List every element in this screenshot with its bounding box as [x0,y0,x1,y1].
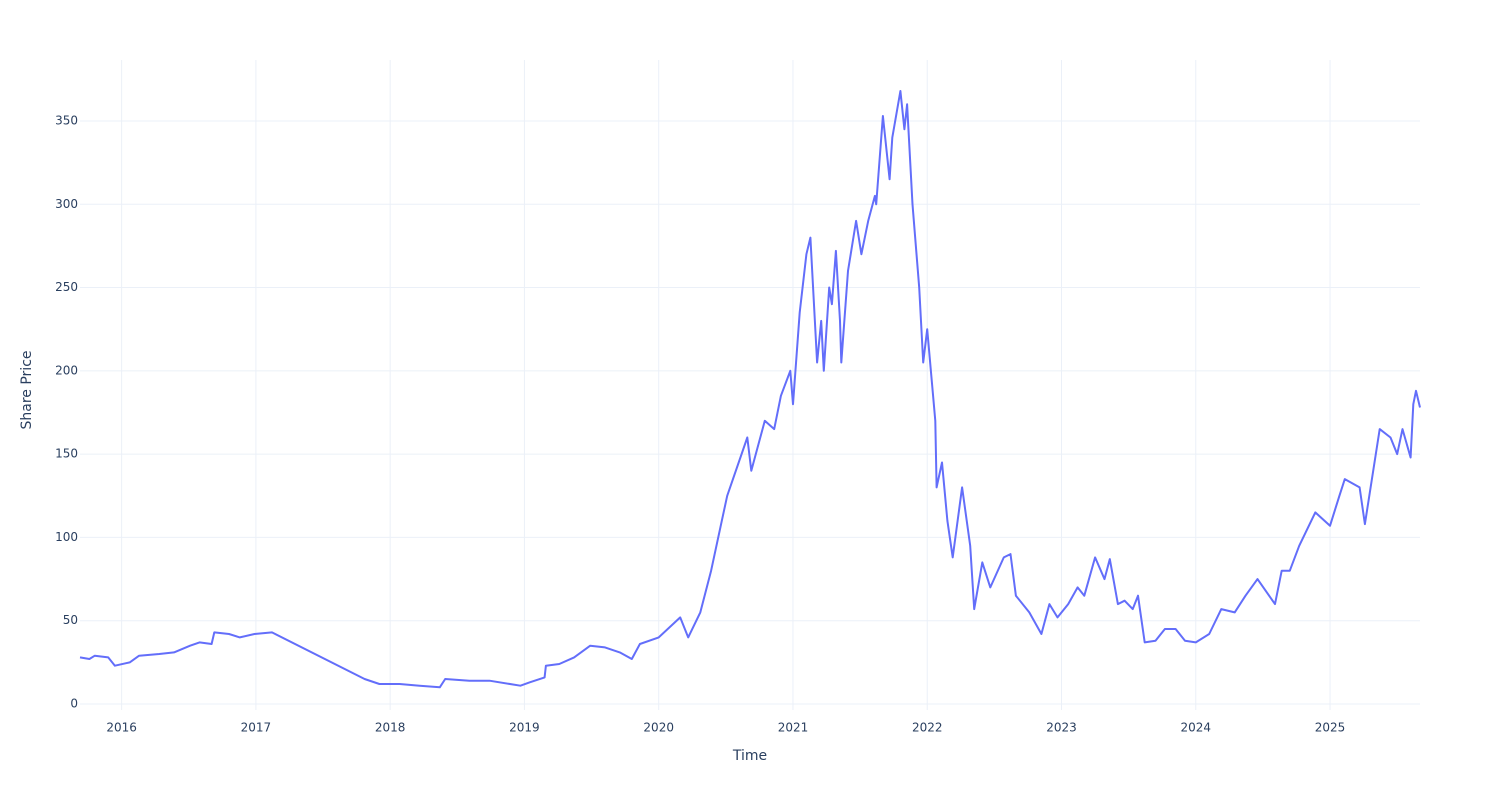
x-tick-label: 2019 [509,721,540,735]
y-tick-label: 50 [63,613,78,627]
x-tick-label: 2023 [1046,721,1077,735]
price-line [79,90,1421,689]
y-tick-label: 150 [55,447,78,461]
y-tick-label: 250 [55,280,78,294]
x-tick-label: 2025 [1315,721,1346,735]
x-tick-label: 2024 [1180,721,1211,735]
x-tick-label: 2018 [375,721,406,735]
y-tick-label: 350 [55,113,78,127]
y-tick-label: 200 [55,363,78,377]
y-tick-label: 300 [55,197,78,211]
x-tick-label: 2021 [778,721,809,735]
x-tick-label: 2020 [643,721,674,735]
y-tick-label: 100 [55,530,78,544]
y-axis-title: Share Price [19,350,35,429]
x-tick-label: 2016 [106,721,137,735]
x-tick-label: 2017 [241,721,272,735]
x-axis-title: Time [732,748,767,764]
y-tick-label: 0 [70,697,78,711]
x-tick-label: 2022 [912,721,943,735]
